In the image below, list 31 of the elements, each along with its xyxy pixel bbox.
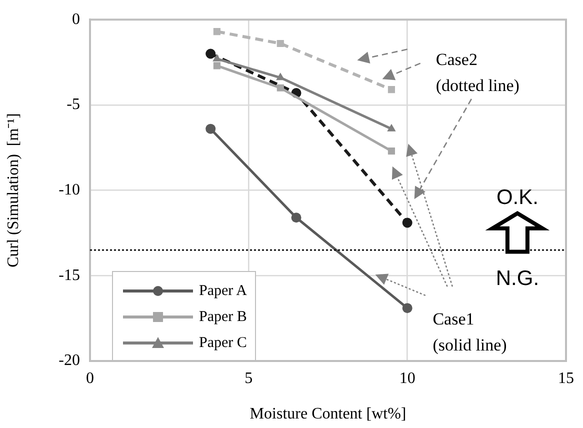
legend-label: Paper C [199, 334, 247, 352]
x-tick-label: 5 [244, 370, 253, 387]
point [388, 148, 395, 155]
point [388, 86, 395, 94]
annotation: Case1 (solid line) [432, 309, 507, 354]
point [402, 303, 412, 314]
annotation: Case2 (dotted line) [436, 50, 520, 95]
annotation: N.G. [496, 267, 540, 290]
y-tick-label: -15 [58, 266, 80, 284]
point [276, 84, 284, 92]
x-tick-label: 0 [86, 370, 94, 387]
x-tick-label: 10 [399, 370, 416, 387]
point [206, 124, 216, 134]
y-tick-label: -10 [58, 182, 80, 199]
x-axis-title: Moisture Content [wt%] [250, 406, 406, 423]
y-tick-label: -5 [66, 96, 80, 114]
point [213, 28, 220, 36]
point [212, 54, 222, 62]
point [291, 212, 302, 223]
legend-label: Paper B [199, 308, 247, 326]
legend-label: Paper A [199, 282, 247, 300]
point [387, 124, 396, 132]
annotation: O.K. [496, 186, 538, 210]
point [213, 62, 220, 70]
y-tick-label: -20 [58, 352, 80, 370]
x-tick-label: 15 [558, 370, 574, 387]
point [276, 40, 284, 48]
point [206, 48, 216, 59]
point [402, 218, 412, 228]
y-axis-title: Curl (Simulation) [m⁻¹] [4, 113, 22, 268]
y-tick-label: 0 [72, 10, 80, 28]
